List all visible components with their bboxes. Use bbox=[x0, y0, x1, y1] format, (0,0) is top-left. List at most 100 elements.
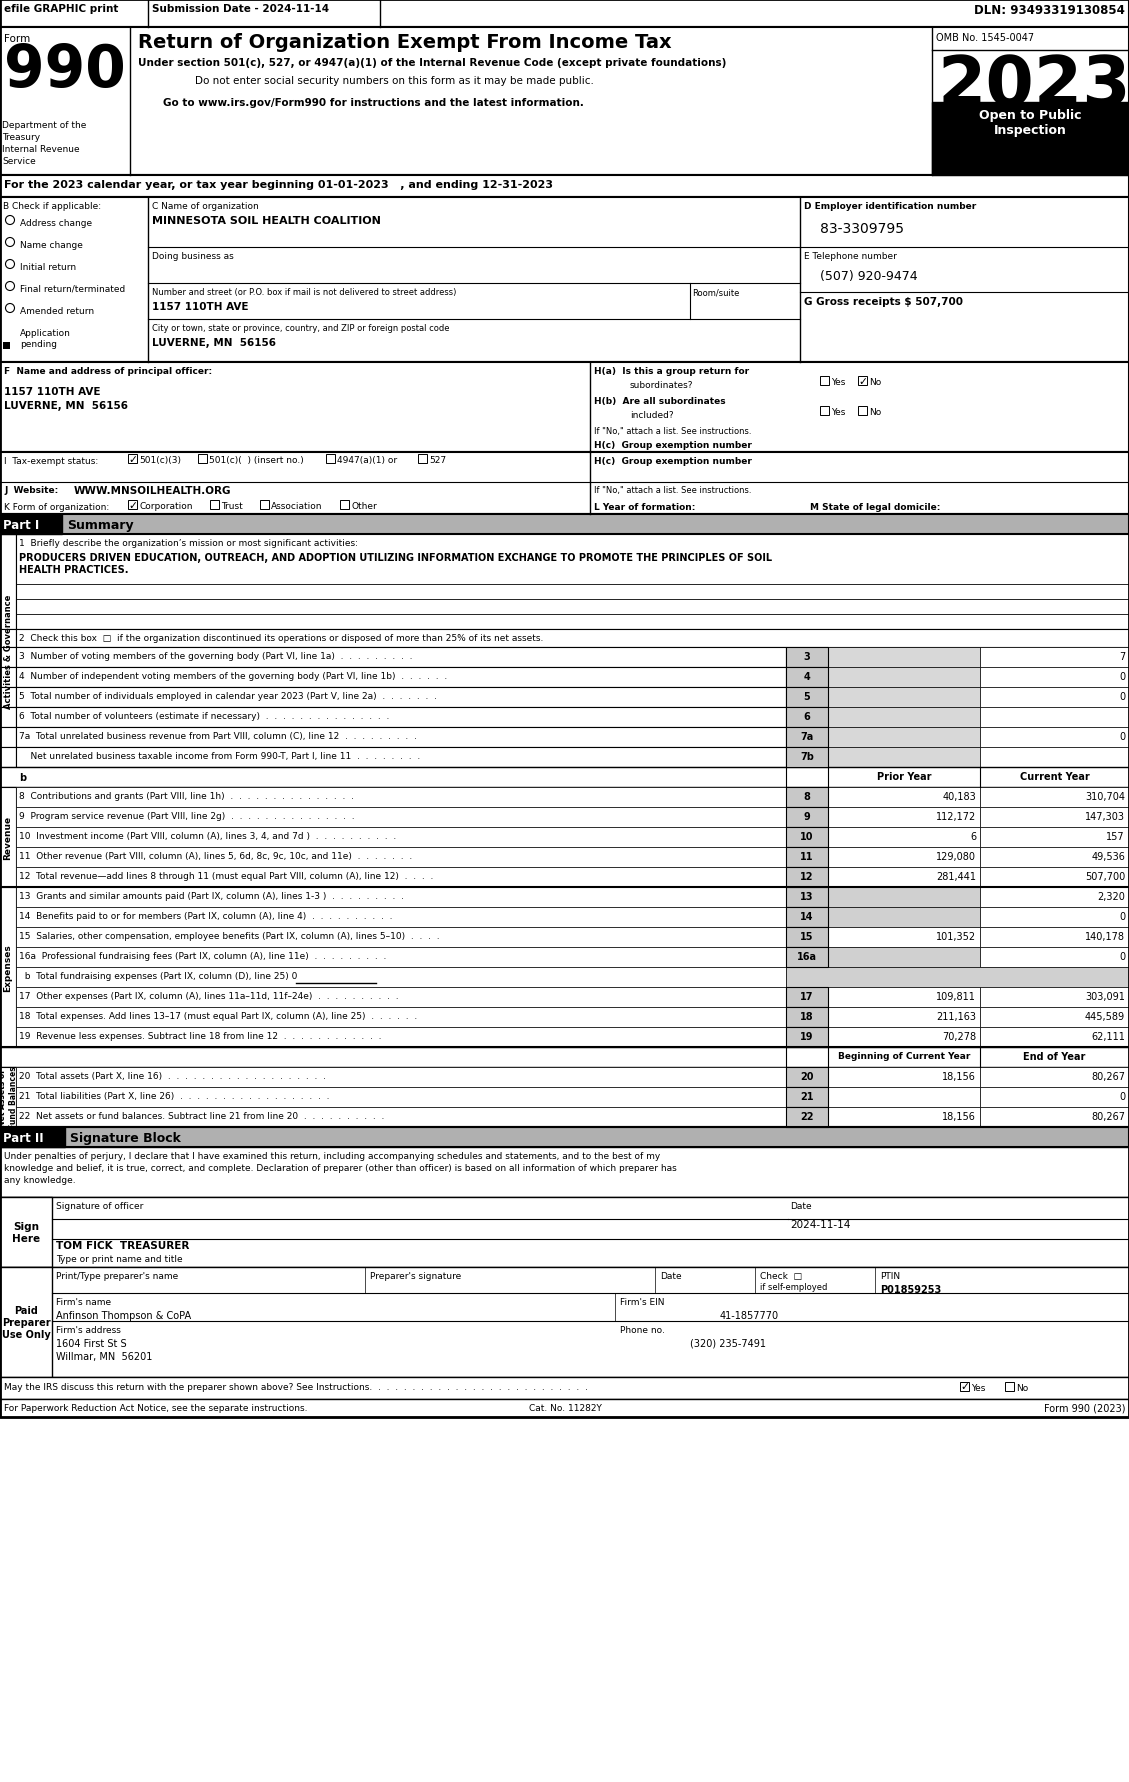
Text: 83-3309795: 83-3309795 bbox=[820, 223, 904, 235]
Text: 16a  Professional fundraising fees (Part IX, column (A), line 11e)  .  .  .  .  : 16a Professional fundraising fees (Part … bbox=[19, 952, 386, 960]
Text: Firm's address: Firm's address bbox=[56, 1326, 121, 1335]
Bar bbox=[786, 948, 828, 968]
Text: 4  Number of independent voting members of the governing body (Part VI, line 1b): 4 Number of independent voting members o… bbox=[19, 672, 447, 681]
Text: subordinates?: subordinates? bbox=[630, 381, 693, 390]
Bar bbox=[786, 827, 828, 848]
Text: 18: 18 bbox=[800, 1012, 814, 1021]
Text: 18,156: 18,156 bbox=[942, 1112, 975, 1121]
Text: Firm's name: Firm's name bbox=[56, 1297, 111, 1306]
Bar bbox=[0, 727, 16, 748]
Text: H(a)  Is this a group return for: H(a) Is this a group return for bbox=[594, 367, 750, 376]
Text: Expenses: Expenses bbox=[3, 944, 12, 991]
Text: 19: 19 bbox=[800, 1032, 814, 1041]
Text: C Name of organization: C Name of organization bbox=[152, 201, 259, 210]
Text: No: No bbox=[869, 408, 882, 417]
Text: 14  Benefits paid to or for members (Part IX, column (A), line 4)  .  .  .  .  .: 14 Benefits paid to or for members (Part… bbox=[19, 911, 393, 921]
Text: 157: 157 bbox=[1106, 832, 1124, 841]
Bar bbox=[0, 453, 1129, 515]
Text: If "No," attach a list. See instructions.: If "No," attach a list. See instructions… bbox=[594, 426, 752, 437]
Text: LUVERNE, MN  56156: LUVERNE, MN 56156 bbox=[5, 401, 128, 412]
Text: knowledge and belief, it is true, correct, and complete. Declaration of preparer: knowledge and belief, it is true, correc… bbox=[5, 1164, 676, 1173]
Bar bbox=[16, 927, 786, 948]
Bar bbox=[16, 987, 786, 1007]
Text: Trust: Trust bbox=[221, 503, 243, 511]
Bar bbox=[16, 727, 786, 748]
Bar bbox=[786, 907, 828, 927]
Text: 2,320: 2,320 bbox=[1097, 891, 1124, 902]
Text: 1  Briefly describe the organization’s mission or most significant activities:: 1 Briefly describe the organization’s mi… bbox=[19, 538, 358, 547]
Text: Paid
Preparer
Use Only: Paid Preparer Use Only bbox=[1, 1306, 51, 1338]
Bar bbox=[0, 688, 16, 707]
Text: 11: 11 bbox=[800, 852, 814, 861]
Text: E Telephone number: E Telephone number bbox=[804, 251, 896, 260]
Bar bbox=[786, 807, 828, 827]
Text: 17  Other expenses (Part IX, column (A), lines 11a–11d, 11f–24e)  .  .  .  .  . : 17 Other expenses (Part IX, column (A), … bbox=[19, 991, 399, 1000]
Text: 129,080: 129,080 bbox=[936, 852, 975, 861]
Text: Form: Form bbox=[5, 34, 30, 45]
Text: included?: included? bbox=[630, 412, 674, 421]
Text: Date: Date bbox=[660, 1271, 682, 1279]
Text: Form 990 (2023): Form 990 (2023) bbox=[1043, 1402, 1124, 1413]
Bar bbox=[820, 376, 829, 385]
Text: Submission Date - 2024-11-14: Submission Date - 2024-11-14 bbox=[152, 4, 330, 14]
Bar bbox=[980, 907, 1129, 927]
Text: Address change: Address change bbox=[20, 219, 93, 228]
Text: Preparer's signature: Preparer's signature bbox=[370, 1271, 462, 1279]
Text: Under penalties of perjury, I declare that I have examined this return, includin: Under penalties of perjury, I declare th… bbox=[5, 1151, 660, 1160]
Text: 80,267: 80,267 bbox=[1091, 1112, 1124, 1121]
Bar bbox=[0, 1128, 65, 1148]
Bar bbox=[980, 727, 1129, 748]
Text: D Employer identification number: D Employer identification number bbox=[804, 201, 977, 210]
Text: M State of legal domicile:: M State of legal domicile: bbox=[809, 503, 940, 511]
Text: pending: pending bbox=[20, 340, 56, 349]
Text: 9  Program service revenue (Part VIII, line 2g)  .  .  .  .  .  .  .  .  .  .  .: 9 Program service revenue (Part VIII, li… bbox=[19, 811, 355, 820]
Text: Sign
Here: Sign Here bbox=[12, 1221, 40, 1244]
Text: Revenue: Revenue bbox=[3, 816, 12, 859]
Text: If "No," attach a list. See instructions.: If "No," attach a list. See instructions… bbox=[594, 486, 752, 495]
Bar bbox=[16, 807, 786, 827]
Text: H(c)  Group exemption number: H(c) Group exemption number bbox=[594, 440, 752, 449]
Text: b: b bbox=[19, 773, 26, 782]
Text: any knowledge.: any knowledge. bbox=[5, 1176, 76, 1185]
Bar bbox=[16, 907, 786, 927]
Bar bbox=[980, 1087, 1129, 1107]
Text: Signature of officer: Signature of officer bbox=[56, 1201, 143, 1210]
Text: Other: Other bbox=[351, 503, 377, 511]
Bar bbox=[3, 342, 10, 349]
Text: 101,352: 101,352 bbox=[936, 932, 975, 941]
Bar bbox=[786, 707, 828, 727]
Text: Doing business as: Doing business as bbox=[152, 251, 234, 260]
Bar bbox=[0, 647, 16, 668]
Text: OMB No. 1545-0047: OMB No. 1545-0047 bbox=[936, 34, 1034, 43]
Bar bbox=[16, 1087, 786, 1107]
Bar bbox=[260, 501, 269, 510]
Bar bbox=[1005, 1383, 1014, 1392]
Bar bbox=[933, 103, 1129, 176]
Text: No: No bbox=[1016, 1383, 1029, 1392]
Text: 22  Net assets or fund balances. Subtract line 21 from line 20  .  .  .  .  .  .: 22 Net assets or fund balances. Subtract… bbox=[19, 1112, 384, 1121]
Text: For the 2023 calendar year, or tax year beginning 01-01-2023   , and ending 12-3: For the 2023 calendar year, or tax year … bbox=[5, 180, 553, 191]
Bar bbox=[210, 501, 219, 510]
Bar bbox=[980, 707, 1129, 727]
Bar bbox=[0, 1148, 1129, 1198]
Text: 0: 0 bbox=[1119, 952, 1124, 962]
Text: City or town, state or province, country, and ZIP or foreign postal code: City or town, state or province, country… bbox=[152, 324, 449, 333]
Text: Association: Association bbox=[271, 503, 323, 511]
Text: 12  Total revenue—add lines 8 through 11 (must equal Part VIII, column (A), line: 12 Total revenue—add lines 8 through 11 … bbox=[19, 871, 434, 880]
Text: Go to www.irs.gov/Form990 for instructions and the latest information.: Go to www.irs.gov/Form990 for instructio… bbox=[163, 98, 584, 109]
Text: 7a  Total unrelated business revenue from Part VIII, column (C), line 12  .  .  : 7a Total unrelated business revenue from… bbox=[19, 732, 417, 741]
Text: Check  □: Check □ bbox=[760, 1271, 802, 1279]
Text: Current Year: Current Year bbox=[1019, 772, 1089, 782]
Bar bbox=[786, 1087, 828, 1107]
Text: ✓: ✓ bbox=[858, 376, 867, 387]
Text: 18,156: 18,156 bbox=[942, 1071, 975, 1082]
Text: P01859253: P01859253 bbox=[879, 1285, 942, 1294]
Bar bbox=[786, 1107, 828, 1128]
Bar bbox=[828, 1007, 980, 1028]
Text: MINNESOTA SOIL HEALTH COALITION: MINNESOTA SOIL HEALTH COALITION bbox=[152, 216, 380, 226]
Bar bbox=[16, 827, 786, 848]
Text: 2  Check this box  □  if the organization discontinued its operations or dispose: 2 Check this box □ if the organization d… bbox=[19, 634, 543, 643]
Text: b  Total fundraising expenses (Part IX, column (D), line 25) 0: b Total fundraising expenses (Part IX, c… bbox=[19, 971, 297, 980]
Text: 49,536: 49,536 bbox=[1091, 852, 1124, 861]
Text: 3: 3 bbox=[804, 652, 811, 661]
